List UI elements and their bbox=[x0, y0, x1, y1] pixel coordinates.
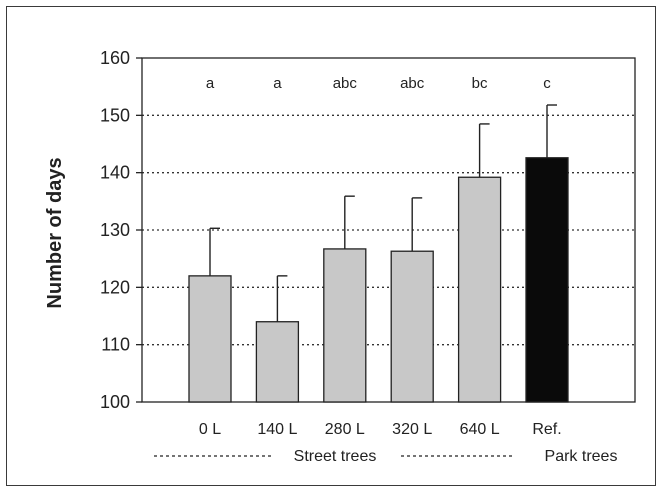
bar bbox=[255, 321, 300, 403]
error-bars bbox=[209, 104, 557, 322]
x-tick-label: 280 L bbox=[325, 421, 365, 438]
significance-label: a bbox=[273, 75, 282, 92]
bar bbox=[188, 275, 232, 403]
group-label-street-trees: Street trees bbox=[294, 448, 377, 465]
bar bbox=[323, 248, 367, 403]
x-tick-label: 0 L bbox=[199, 421, 221, 438]
y-tick-label: 120 bbox=[100, 277, 130, 297]
figure-frame: a a abc abc bc c 100 110 120 130 140 150 160 0 L 140… bbox=[6, 6, 656, 486]
y-axis-ticks: 100 110 120 130 140 150 160 bbox=[100, 48, 142, 412]
y-tick-label: 140 bbox=[100, 163, 130, 183]
x-tick-label: 140 L bbox=[257, 421, 297, 438]
bar-chart: a a abc abc bc c 100 110 120 130 140 150 160 0 L 140… bbox=[44, 48, 636, 465]
y-tick-label: 110 bbox=[101, 335, 130, 355]
significance-label: abc bbox=[333, 75, 358, 92]
x-axis-ticks: 0 L 140 L 280 L 320 L 640 L Ref. bbox=[199, 421, 562, 438]
y-tick-label: 160 bbox=[100, 48, 130, 68]
bars bbox=[188, 157, 569, 403]
y-tick-label: 130 bbox=[100, 220, 130, 240]
significance-label: bc bbox=[472, 75, 488, 92]
significance-label: c bbox=[543, 75, 551, 92]
significance-label: a bbox=[206, 75, 215, 92]
group-label-park-trees: Park trees bbox=[545, 448, 618, 465]
bar bbox=[457, 176, 502, 403]
group-labels: Street trees Park trees bbox=[154, 448, 617, 465]
y-tick-label: 100 bbox=[100, 392, 130, 412]
x-tick-label: Ref. bbox=[532, 421, 561, 438]
significance-label: abc bbox=[400, 75, 425, 92]
x-tick-label: 640 L bbox=[460, 421, 500, 438]
x-tick-label: 320 L bbox=[392, 421, 432, 438]
significance-labels: a a abc abc bc c bbox=[206, 75, 551, 92]
bar bbox=[390, 250, 434, 403]
bar bbox=[525, 157, 569, 403]
y-axis-label: Number of days bbox=[44, 157, 66, 308]
y-tick-label: 150 bbox=[100, 105, 130, 125]
